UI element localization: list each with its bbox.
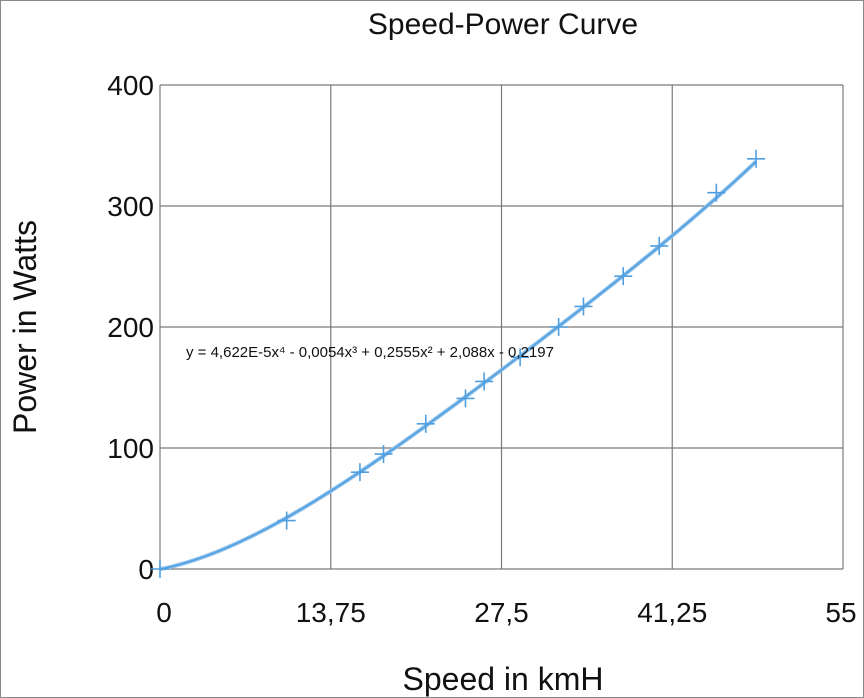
data-point bbox=[614, 267, 633, 286]
data-point bbox=[350, 463, 369, 482]
data-point bbox=[549, 318, 568, 336]
y-tick-label: 300 bbox=[107, 191, 154, 222]
data-point bbox=[511, 348, 530, 367]
y-axis-label: Power in Watts bbox=[7, 220, 43, 434]
y-tick-labels: 0 100 200 300 400 bbox=[107, 70, 154, 585]
data-point bbox=[650, 236, 669, 255]
trendline-curve bbox=[159, 159, 758, 571]
x-tick-labels: 0 13,75 27,5 41,25 55 bbox=[156, 597, 856, 628]
grid bbox=[159, 84, 844, 570]
data-point bbox=[374, 445, 393, 464]
y-tick-label: 0 bbox=[138, 554, 154, 585]
data-point bbox=[747, 149, 766, 168]
x-tick-label: 27,5 bbox=[474, 597, 529, 628]
data-point bbox=[151, 560, 169, 578]
x-tick-label: 55 bbox=[825, 597, 856, 628]
x-tick-label: 13,75 bbox=[296, 597, 366, 628]
data-point bbox=[475, 372, 494, 391]
chart-title: Speed-Power Curve bbox=[368, 8, 638, 41]
data-point bbox=[707, 183, 726, 202]
y-tick-label: 200 bbox=[107, 312, 154, 343]
data-point bbox=[574, 297, 593, 316]
y-tick-label: 400 bbox=[107, 70, 154, 101]
x-tick-label: 0 bbox=[156, 597, 172, 628]
x-axis-label: Speed in kmH bbox=[403, 661, 604, 697]
data-points bbox=[151, 149, 766, 578]
data-point bbox=[456, 389, 475, 408]
x-tick-label: 41,25 bbox=[637, 597, 707, 628]
data-point bbox=[416, 414, 435, 433]
trendline bbox=[159, 159, 758, 571]
trendline-curve-core bbox=[159, 160, 757, 570]
y-tick-label: 100 bbox=[107, 433, 154, 464]
data-point bbox=[277, 511, 296, 530]
trendline-equation: y = 4,622E-5x⁴ - 0,0054x³ + 0,2555x² + 2… bbox=[186, 344, 554, 361]
